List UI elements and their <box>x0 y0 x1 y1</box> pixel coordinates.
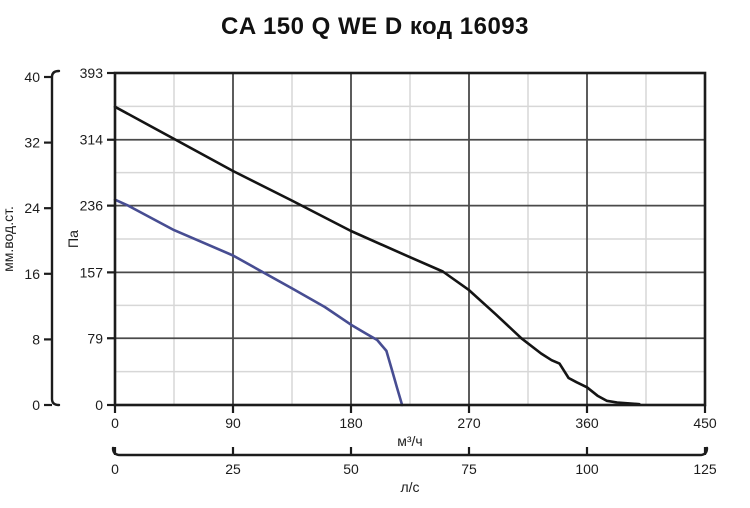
pressure-curve-black <box>113 105 641 406</box>
ls-axis-tick-label: 75 <box>461 461 477 477</box>
ls-axis-unit-label: л/с <box>400 479 419 495</box>
m3h-axis-tick-label: 0 <box>111 415 119 431</box>
pa-axis-tick-label: 236 <box>80 198 104 214</box>
ls-axis-tick-label: 0 <box>111 461 119 477</box>
mm-axis-unit-label: мм.вод.ст. <box>0 206 16 272</box>
mm-axis-tick-label: 24 <box>24 200 40 216</box>
m3h-axis-tick-label: 90 <box>225 415 241 431</box>
ls-axis-tick-label: 100 <box>575 461 599 477</box>
m3h-axis-tick-label: 270 <box>457 415 481 431</box>
mm-axis-tick-label: 16 <box>24 266 40 282</box>
pa-axis-unit-label: Па <box>65 230 81 248</box>
mm-axis-tick-label: 40 <box>24 69 40 85</box>
m3h-axis-unit-label: м³/ч <box>397 433 422 449</box>
pa-axis-tick-label: 79 <box>87 330 103 346</box>
ls-axis-tick-label: 50 <box>343 461 359 477</box>
ls-axis-tick-label: 125 <box>693 461 717 477</box>
pa-axis-tick-label: 0 <box>95 397 103 413</box>
m3h-axis-tick-label: 450 <box>693 415 717 431</box>
pressure-curve-blue <box>113 198 404 407</box>
plot-border <box>113 71 707 407</box>
m3h-axis-tick-label: 360 <box>575 415 599 431</box>
pa-axis-tick-label: 393 <box>80 65 104 81</box>
ls-axis-line <box>111 446 709 457</box>
mm-axis-tick-label: 0 <box>32 397 40 413</box>
mm-axis-tick-label: 32 <box>24 135 40 151</box>
pa-axis-tick-label: 314 <box>80 132 104 148</box>
mm-axis-line <box>50 69 61 407</box>
chart-title: CA 150 Q WE D код 16093 <box>221 13 529 40</box>
ls-axis-tick-label: 25 <box>225 461 241 477</box>
pa-axis-tick-label: 157 <box>80 264 104 280</box>
mm-axis-tick-label: 8 <box>32 331 40 347</box>
m3h-axis-tick-label: 180 <box>339 415 363 431</box>
